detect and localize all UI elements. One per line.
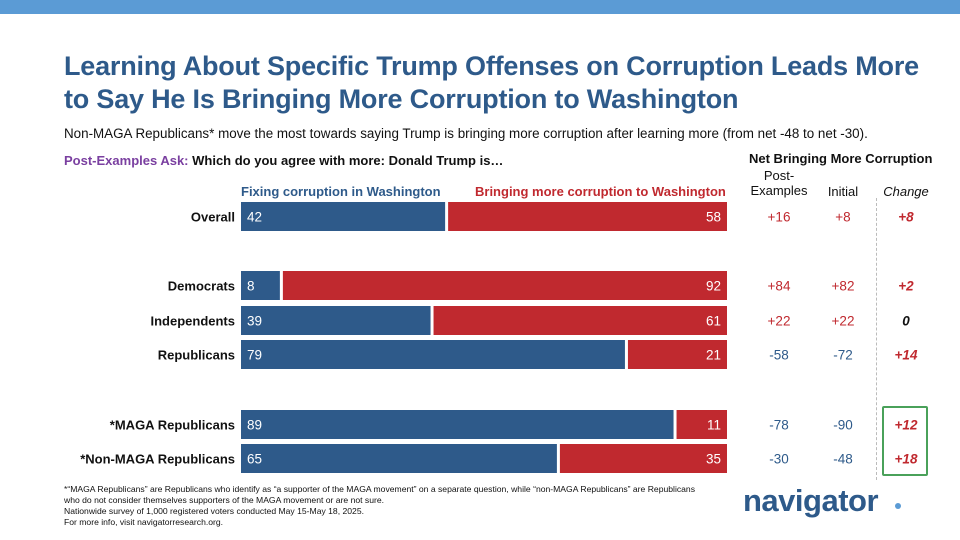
footnote-methodology: Nationwide survey of 1,000 registered vo… [64, 506, 364, 516]
legend-bringing: Bringing more corruption to Washington [475, 184, 726, 199]
change-highlight-box [882, 406, 928, 476]
legend-fixing: Fixing corruption in Washington [241, 184, 441, 199]
change-column-header: Change [883, 184, 929, 199]
net-post-examples-democrats: +84 [768, 279, 791, 294]
question-prefix: Post-Examples Ask: [64, 153, 189, 168]
bar-bringing-republicans [627, 340, 727, 369]
category-label-republicans: Republicans [158, 348, 235, 363]
value-label-bringing-non-maga-republicans: 35 [706, 452, 721, 467]
net-initial-overall: +8 [835, 210, 850, 225]
footnote-definition: *“MAGA Republicans” are Republicans who … [64, 484, 696, 505]
net-change-independents: 0 [902, 314, 910, 329]
net-change-non-maga-republicans: +18 [895, 452, 918, 467]
net-initial-non-maga-republicans: -48 [833, 452, 853, 467]
net-post-examples-republicans: -58 [769, 348, 789, 363]
chart-title: Learning About Specific Trump Offenses o… [64, 51, 919, 114]
post-examples-column-header: Post- Examples [750, 168, 808, 198]
value-label-fixing-overall: 42 [247, 210, 262, 225]
top-accent-bar [0, 0, 960, 14]
bar-fixing-non-maga-republicans [241, 444, 557, 473]
net-column-group-header: Net Bringing More Corruption [749, 151, 933, 166]
value-label-bringing-independents: 61 [706, 314, 721, 329]
survey-question: Post-Examples Ask: Which do you agree wi… [64, 153, 503, 168]
net-change-overall: +8 [898, 210, 914, 225]
net-post-examples-independents: +22 [768, 314, 791, 329]
net-initial-maga-republicans: -90 [833, 418, 853, 433]
net-change-republicans: +14 [895, 348, 918, 363]
value-label-bringing-overall: 58 [706, 210, 721, 225]
category-label-overall: Overall [191, 210, 235, 225]
bar-fixing-independents [241, 306, 431, 335]
bar-bringing-overall [448, 202, 727, 231]
value-label-bringing-maga-republicans: 11 [707, 418, 721, 433]
net-post-examples-maga-republicans: -78 [769, 418, 789, 433]
net-change-democrats: +2 [898, 279, 914, 294]
bar-bringing-maga-republicans [676, 410, 727, 439]
net-initial-independents: +22 [832, 314, 855, 329]
value-label-fixing-maga-republicans: 89 [247, 418, 262, 433]
footnote-info-link: For more info, visit navigatorresearch.o… [64, 517, 224, 527]
net-initial-democrats: +82 [832, 279, 855, 294]
bar-bringing-independents [433, 306, 727, 335]
initial-column-header: Initial [827, 184, 859, 199]
category-label-democrats: Democrats [168, 279, 235, 294]
value-label-fixing-independents: 39 [247, 314, 262, 329]
logo-dot [895, 503, 901, 509]
category-label-independents: Independents [150, 314, 235, 329]
bar-fixing-republicans [241, 340, 625, 369]
question-text: Which do you agree with more: Donald Tru… [188, 153, 504, 168]
net-post-examples-overall: +16 [768, 210, 791, 225]
value-label-bringing-democrats: 92 [706, 279, 721, 294]
bar-bringing-democrats [282, 271, 727, 300]
category-label-non-maga-republicans: *Non-MAGA Republicans [80, 452, 235, 467]
value-label-fixing-non-maga-republicans: 65 [247, 452, 262, 467]
bar-fixing-overall [241, 202, 446, 231]
bar-fixing-maga-republicans [241, 410, 674, 439]
navigator-logo: navigator [743, 483, 879, 518]
net-post-examples-non-maga-republicans: -30 [769, 452, 789, 467]
bar-bringing-non-maga-republicans [559, 444, 727, 473]
chart-subtitle: Non-MAGA Republicans* move the most towa… [64, 126, 868, 141]
category-label-maga-republicans: *MAGA Republicans [110, 418, 235, 433]
net-initial-republicans: -72 [833, 348, 853, 363]
net-change-maga-republicans: +12 [895, 418, 918, 433]
change-column-divider [876, 198, 877, 480]
value-label-fixing-republicans: 79 [247, 348, 262, 363]
footnote: *“MAGA Republicans” are Republicans who … [64, 484, 704, 528]
value-label-fixing-democrats: 8 [247, 279, 255, 294]
bar-fixing-democrats [241, 271, 280, 300]
value-label-bringing-republicans: 21 [706, 348, 721, 363]
